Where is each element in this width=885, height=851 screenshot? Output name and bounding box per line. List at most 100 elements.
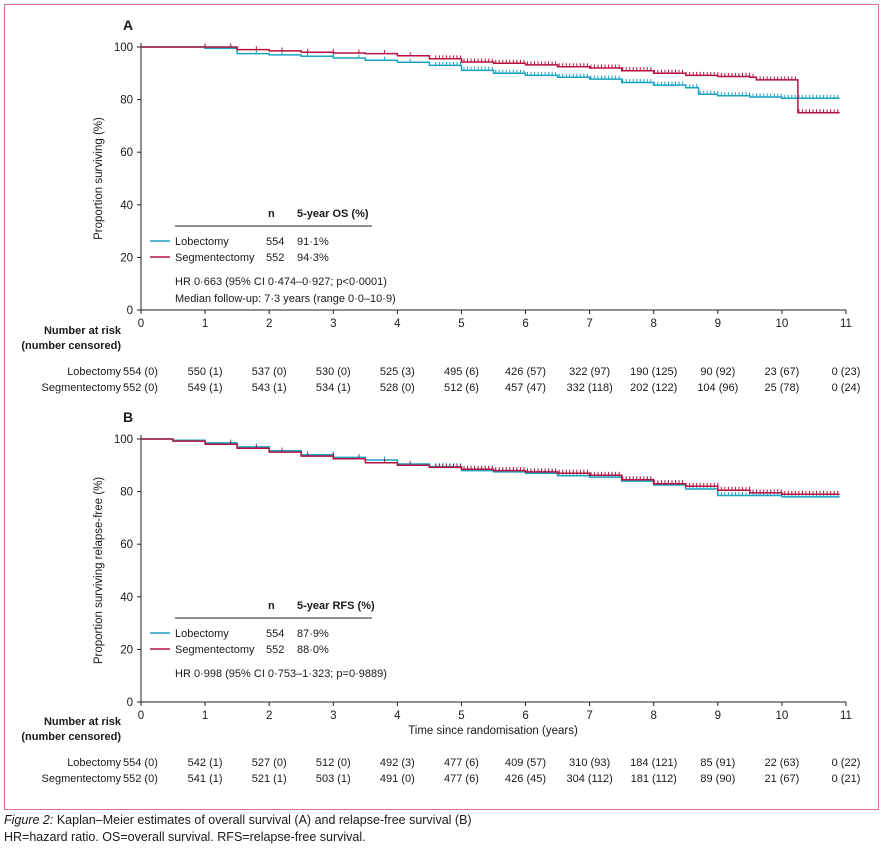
x-axis-label: Time since randomisation (years) <box>408 725 578 737</box>
risk-table-subheading: (number censored) <box>21 340 121 352</box>
legend-header-n: n <box>268 208 275 220</box>
legend-series-name: Segmentectomy <box>175 252 255 264</box>
x-tick-label: 2 <box>266 318 272 330</box>
risk-cell: 0 (23) <box>832 366 861 378</box>
risk-cell: 554 (0) <box>123 757 158 769</box>
risk-cell: 332 (118) <box>566 382 612 394</box>
y-tick-label: 0 <box>127 305 133 317</box>
risk-cell: 550 (1) <box>188 366 223 378</box>
risk-cell: 0 (24) <box>832 382 861 394</box>
y-axis-label: Proportion surviving (%) <box>93 117 105 240</box>
risk-cell: 554 (0) <box>123 366 158 378</box>
legend-header-stat: 5-year RFS (%) <box>297 600 375 612</box>
risk-cell: 202 (122) <box>630 382 677 394</box>
legend-n: 554 <box>266 236 284 248</box>
risk-cell: 0 (21) <box>832 773 861 785</box>
x-tick-label: 10 <box>776 710 789 722</box>
x-tick-label: 11 <box>840 710 852 722</box>
risk-cell: 190 (125) <box>630 366 677 378</box>
risk-table-heading: Number at risk <box>44 716 122 728</box>
risk-cell: 25 (78) <box>764 382 799 394</box>
risk-cell: 21 (67) <box>764 773 799 785</box>
risk-cell: 503 (1) <box>316 773 351 785</box>
x-tick-label: 0 <box>138 318 144 330</box>
risk-table-heading: Number at risk <box>44 325 122 337</box>
y-tick-label: 80 <box>120 487 133 499</box>
risk-cell: 541 (1) <box>188 773 223 785</box>
risk-cell: 495 (6) <box>444 366 479 378</box>
censor-marks-lobectomy <box>204 44 839 99</box>
risk-cell: 23 (67) <box>764 366 799 378</box>
x-tick-label: 8 <box>651 318 657 330</box>
risk-cell: 184 (121) <box>630 757 677 769</box>
caption-label: Figure 2: <box>4 813 54 827</box>
x-tick-label: 7 <box>586 318 592 330</box>
x-tick-label: 0 <box>138 710 144 722</box>
figure-frame <box>4 4 879 810</box>
risk-row-label: Lobectomy <box>67 757 121 769</box>
risk-cell: 89 (90) <box>700 773 735 785</box>
risk-cell: 322 (97) <box>569 366 610 378</box>
risk-cell: 104 (96) <box>697 382 738 394</box>
legend-header-stat: 5-year OS (%) <box>297 208 369 220</box>
figure-caption: Figure 2: Kaplan–Meier estimates of over… <box>4 812 879 846</box>
panel-letter: B <box>123 409 133 425</box>
x-tick-label: 6 <box>522 710 528 722</box>
y-tick-label: 60 <box>120 539 133 551</box>
y-tick-label: 40 <box>120 200 133 212</box>
legend-n: 552 <box>266 644 284 656</box>
risk-cell: 90 (92) <box>700 366 735 378</box>
risk-row-label: Segmentectomy <box>42 382 122 394</box>
series-line-segmentectomy <box>141 438 840 495</box>
risk-cell: 492 (3) <box>380 757 415 769</box>
risk-cell: 543 (1) <box>252 382 287 394</box>
risk-cell: 534 (1) <box>316 382 351 394</box>
risk-cell: 85 (91) <box>700 757 735 769</box>
legend-n: 552 <box>266 252 284 264</box>
risk-cell: 409 (57) <box>505 757 546 769</box>
legend-n: 554 <box>266 628 284 640</box>
risk-cell: 426 (57) <box>505 366 546 378</box>
y-tick-label: 60 <box>120 147 133 159</box>
risk-cell: 521 (1) <box>252 773 287 785</box>
x-tick-label: 6 <box>522 318 528 330</box>
risk-cell: 426 (45) <box>505 773 546 785</box>
y-tick-label: 40 <box>120 592 133 604</box>
y-tick-label: 20 <box>120 644 133 656</box>
risk-cell: 542 (1) <box>188 757 223 769</box>
risk-cell: 537 (0) <box>252 366 287 378</box>
x-tick-label: 1 <box>202 318 208 330</box>
x-tick-label: 9 <box>715 710 721 722</box>
x-tick-label: 8 <box>651 710 657 722</box>
caption-line: Figure 2: Kaplan–Meier estimates of over… <box>4 812 879 829</box>
risk-cell: 549 (1) <box>188 382 223 394</box>
legend-stat: 87·9% <box>297 628 329 640</box>
censor-marks-segmentectomy <box>204 440 839 495</box>
x-tick-label: 5 <box>458 710 464 722</box>
y-axis-label: Proportion surviving relapse-free (%) <box>93 477 105 664</box>
risk-row-label: Segmentectomy <box>42 773 122 785</box>
legend-note: HR 0·663 (95% CI 0·474–0·927; p<0·0001) <box>175 276 387 288</box>
caption-title: Kaplan–Meier estimates of overall surviv… <box>56 813 472 827</box>
x-tick-label: 2 <box>266 710 272 722</box>
x-tick-label: 7 <box>586 710 592 722</box>
series-line-lobectomy <box>141 46 840 100</box>
y-tick-label: 100 <box>114 42 133 54</box>
legend-note: Median follow-up: 7·3 years (range 0·0–1… <box>175 293 396 305</box>
y-tick-label: 80 <box>120 95 133 107</box>
risk-cell: 22 (63) <box>764 757 799 769</box>
risk-cell: 304 (112) <box>566 773 612 785</box>
panel-letter: A <box>123 17 133 33</box>
x-tick-label: 4 <box>394 710 401 722</box>
risk-cell: 525 (3) <box>380 366 415 378</box>
legend-stat: 94·3% <box>297 252 329 264</box>
risk-row-label: Lobectomy <box>67 366 121 378</box>
legend-series-name: Lobectomy <box>175 236 229 248</box>
x-tick-label: 4 <box>394 318 401 330</box>
y-tick-label: 20 <box>120 252 133 264</box>
series-line-segmentectomy <box>141 46 840 114</box>
risk-cell: 530 (0) <box>316 366 351 378</box>
x-tick-label: 9 <box>715 318 721 330</box>
legend-header-n: n <box>268 600 275 612</box>
